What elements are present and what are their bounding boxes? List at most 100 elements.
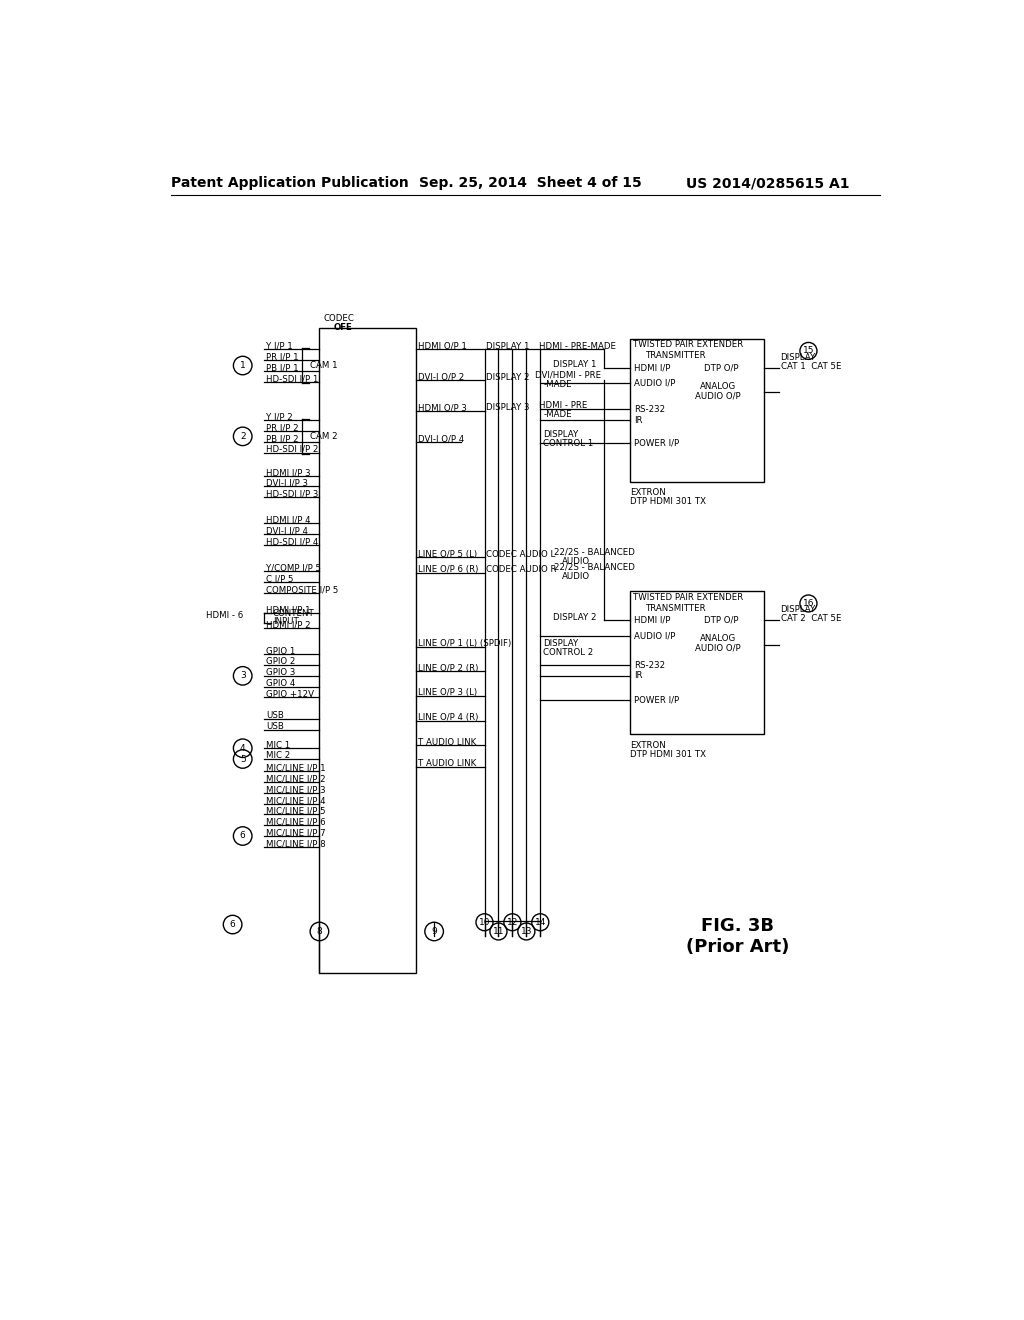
Text: DTP HDMI 301 TX: DTP HDMI 301 TX bbox=[630, 750, 707, 759]
Text: HD-SDI I/P 1: HD-SDI I/P 1 bbox=[266, 374, 318, 383]
Text: RS-232: RS-232 bbox=[634, 405, 666, 414]
Text: TRANSMITTER: TRANSMITTER bbox=[646, 351, 707, 360]
Text: MIC 1: MIC 1 bbox=[266, 741, 290, 750]
Text: CODEC: CODEC bbox=[324, 314, 354, 323]
Text: DISPLAY: DISPLAY bbox=[544, 639, 579, 648]
Text: 11: 11 bbox=[493, 927, 504, 936]
Text: DISPLAY 2: DISPLAY 2 bbox=[553, 612, 596, 622]
Text: 14: 14 bbox=[535, 917, 546, 927]
Text: HDMI I/P: HDMI I/P bbox=[634, 363, 671, 372]
Text: CODEC AUDIO L: CODEC AUDIO L bbox=[486, 549, 555, 558]
Text: PB I/P 1: PB I/P 1 bbox=[266, 363, 299, 372]
Text: AUDIO I/P: AUDIO I/P bbox=[634, 631, 676, 640]
Text: 13: 13 bbox=[520, 927, 532, 936]
Text: IR: IR bbox=[634, 416, 643, 425]
Text: LINE O/P 2 (R): LINE O/P 2 (R) bbox=[418, 664, 478, 673]
Text: MIC/LINE I/P 7: MIC/LINE I/P 7 bbox=[266, 829, 326, 837]
Text: ANALOG: ANALOG bbox=[700, 635, 736, 643]
Text: T AUDIO LINK: T AUDIO LINK bbox=[418, 738, 476, 747]
Text: GPIO 3: GPIO 3 bbox=[266, 668, 295, 677]
Text: 6: 6 bbox=[229, 920, 236, 929]
Text: CODEC AUDIO R: CODEC AUDIO R bbox=[486, 565, 557, 574]
Bar bbox=[630, 591, 764, 734]
Text: TWISTED PAIR EXTENDER: TWISTED PAIR EXTENDER bbox=[633, 593, 743, 602]
Text: -MADE: -MADE bbox=[544, 380, 572, 388]
Text: DISPLAY 3: DISPLAY 3 bbox=[486, 404, 529, 412]
Text: HDMI I/P 2: HDMI I/P 2 bbox=[266, 620, 310, 630]
Text: 9: 9 bbox=[431, 927, 437, 936]
Text: MIC/LINE I/P 8: MIC/LINE I/P 8 bbox=[266, 840, 326, 849]
Text: Sep. 25, 2014  Sheet 4 of 15: Sep. 25, 2014 Sheet 4 of 15 bbox=[419, 176, 641, 190]
Text: IR: IR bbox=[634, 672, 643, 680]
Text: 4: 4 bbox=[240, 743, 246, 752]
Text: OFE: OFE bbox=[334, 323, 352, 333]
Text: TWISTED PAIR EXTENDER: TWISTED PAIR EXTENDER bbox=[633, 341, 743, 350]
Text: HDMI O/P 1: HDMI O/P 1 bbox=[418, 342, 467, 351]
Text: EXTRON: EXTRON bbox=[630, 741, 666, 750]
Text: CAM 1: CAM 1 bbox=[310, 362, 338, 370]
Text: HDMI - PRE-MADE: HDMI - PRE-MADE bbox=[539, 342, 615, 351]
Text: 8: 8 bbox=[316, 927, 323, 936]
Text: GPIO 1: GPIO 1 bbox=[266, 647, 295, 656]
Text: DVI/HDMI - PRE: DVI/HDMI - PRE bbox=[535, 371, 601, 379]
Text: 12: 12 bbox=[507, 917, 518, 927]
Text: AUDIO: AUDIO bbox=[562, 557, 590, 565]
Text: MIC 2: MIC 2 bbox=[266, 751, 290, 760]
Text: Y/COMP I/P 5: Y/COMP I/P 5 bbox=[266, 564, 321, 573]
Text: POWER I/P: POWER I/P bbox=[634, 696, 679, 705]
Text: 16: 16 bbox=[803, 599, 814, 609]
Text: USB: USB bbox=[266, 711, 284, 721]
Text: AUDIO I/P: AUDIO I/P bbox=[634, 379, 676, 388]
Text: DVI-I O/P 4: DVI-I O/P 4 bbox=[418, 434, 464, 444]
Text: CAT 1  CAT 5E: CAT 1 CAT 5E bbox=[780, 362, 841, 371]
Text: CAM 2: CAM 2 bbox=[310, 432, 338, 441]
Text: DISPLAY 1: DISPLAY 1 bbox=[553, 360, 596, 370]
Text: Y I/P 1: Y I/P 1 bbox=[266, 342, 293, 351]
Text: TRANSMITTER: TRANSMITTER bbox=[646, 603, 707, 612]
Text: LINE O/P 3 (L): LINE O/P 3 (L) bbox=[418, 688, 477, 697]
Text: DVI-I I/P 3: DVI-I I/P 3 bbox=[266, 479, 308, 488]
Text: AUDIO O/P: AUDIO O/P bbox=[695, 391, 741, 400]
Text: AUDIO: AUDIO bbox=[562, 572, 590, 581]
Text: POWER I/P: POWER I/P bbox=[634, 438, 679, 447]
Text: DTP O/P: DTP O/P bbox=[703, 616, 738, 624]
Text: MIC/LINE I/P 1: MIC/LINE I/P 1 bbox=[266, 764, 326, 772]
Text: HD-SDI I/P 2: HD-SDI I/P 2 bbox=[266, 445, 318, 454]
Text: HDMI O/P 3: HDMI O/P 3 bbox=[418, 404, 467, 412]
Text: MIC/LINE I/P 4: MIC/LINE I/P 4 bbox=[266, 796, 326, 805]
Text: Y I/P 2: Y I/P 2 bbox=[266, 413, 293, 421]
Text: DISPLAY: DISPLAY bbox=[544, 429, 579, 438]
Text: DVI-I I/P 4: DVI-I I/P 4 bbox=[266, 527, 308, 536]
Text: DISPLAY: DISPLAY bbox=[780, 352, 816, 362]
Text: RS-232: RS-232 bbox=[634, 660, 666, 669]
Text: 6: 6 bbox=[240, 832, 246, 841]
Text: PR I/P 2: PR I/P 2 bbox=[266, 424, 299, 433]
Text: MIC/LINE I/P 6: MIC/LINE I/P 6 bbox=[266, 817, 326, 826]
Text: 22/2S - BALANCED: 22/2S - BALANCED bbox=[554, 562, 635, 572]
Text: 1: 1 bbox=[240, 362, 246, 370]
Text: LINE O/P 6 (R): LINE O/P 6 (R) bbox=[418, 565, 478, 574]
Text: HDMI I/P 3: HDMI I/P 3 bbox=[266, 469, 310, 477]
Text: COMPOSITE I/P 5: COMPOSITE I/P 5 bbox=[266, 585, 338, 594]
Text: CONTROL 2: CONTROL 2 bbox=[544, 648, 594, 657]
Text: HDMI I/P 1: HDMI I/P 1 bbox=[266, 605, 310, 614]
Text: CONTROL 1: CONTROL 1 bbox=[544, 438, 594, 447]
Text: HDMI I/P: HDMI I/P bbox=[634, 616, 671, 624]
Text: C I/P 5: C I/P 5 bbox=[266, 574, 294, 583]
Text: HD-SDI I/P 3: HD-SDI I/P 3 bbox=[266, 490, 318, 499]
Text: MIC/LINE I/P 3: MIC/LINE I/P 3 bbox=[266, 785, 326, 795]
Text: FIG. 3B
(Prior Art): FIG. 3B (Prior Art) bbox=[686, 916, 790, 956]
Text: HDMI I/P 4: HDMI I/P 4 bbox=[266, 516, 310, 525]
Bar bbox=[630, 339, 764, 482]
Text: HDMI - 6: HDMI - 6 bbox=[206, 611, 243, 620]
Text: LINE O/P 5 (L): LINE O/P 5 (L) bbox=[418, 549, 477, 558]
Text: 10: 10 bbox=[479, 917, 490, 927]
Text: US 2014/0285615 A1: US 2014/0285615 A1 bbox=[686, 176, 850, 190]
Text: CAT 2  CAT 5E: CAT 2 CAT 5E bbox=[780, 614, 841, 623]
Text: MIC/LINE I/P 2: MIC/LINE I/P 2 bbox=[266, 775, 326, 784]
Text: DTP HDMI 301 TX: DTP HDMI 301 TX bbox=[630, 498, 707, 507]
Text: PR I/P 1: PR I/P 1 bbox=[266, 352, 299, 362]
Text: Patent Application Publication: Patent Application Publication bbox=[171, 176, 409, 190]
Text: HDMI - PRE: HDMI - PRE bbox=[539, 401, 587, 411]
Text: EXTRON: EXTRON bbox=[630, 488, 666, 498]
